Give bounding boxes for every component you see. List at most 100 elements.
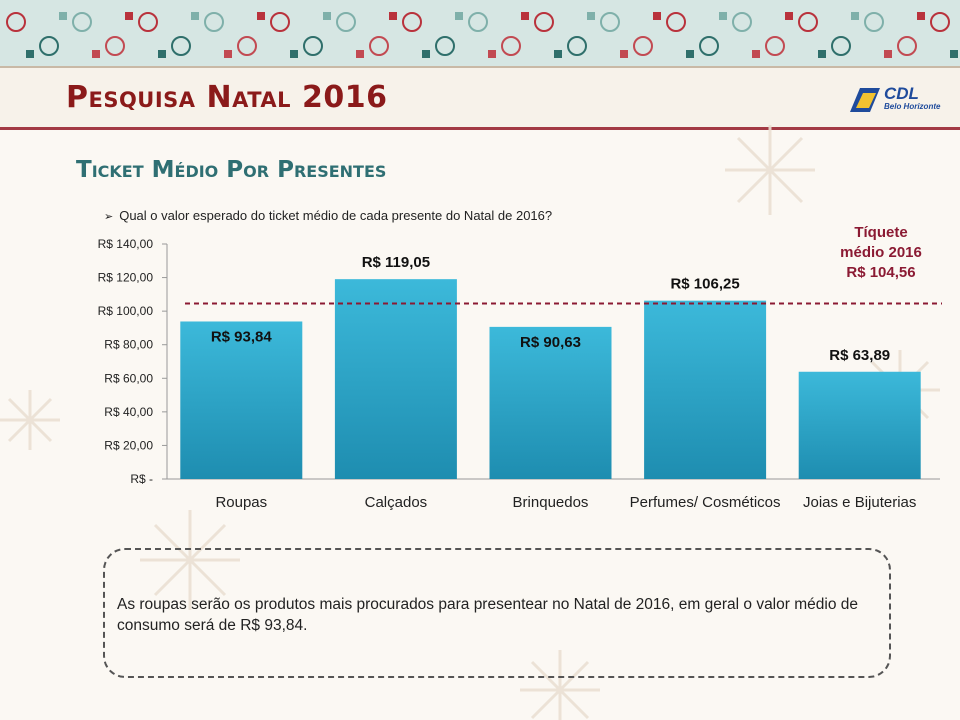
christmas-banner bbox=[0, 0, 960, 68]
y-tick-label: R$ 40,00 bbox=[104, 405, 153, 419]
banner-gift bbox=[356, 50, 364, 58]
banner-gift bbox=[950, 50, 958, 58]
banner-pattern bbox=[0, 0, 960, 66]
banner-gift bbox=[389, 12, 397, 20]
banner-gift bbox=[455, 12, 463, 20]
logo-city: Belo Horizonte bbox=[884, 102, 941, 111]
banner-ornament bbox=[402, 12, 422, 32]
banner-ornament bbox=[600, 12, 620, 32]
bar-chart: R$ - R$ 20,00 R$ 40,00 R$ 60,00 R$ 80,00 R$ 1… bbox=[98, 237, 942, 511]
banner-gift bbox=[422, 50, 430, 58]
reference-label-line3: R$ 104,56 bbox=[846, 264, 916, 281]
slide-title: Pesquisa Natal 2016 bbox=[66, 80, 388, 115]
banner-gift bbox=[92, 50, 100, 58]
banner-gift bbox=[554, 50, 562, 58]
banner-ornament bbox=[369, 36, 389, 56]
banner-ornament bbox=[435, 36, 455, 56]
logo-name: CDL bbox=[884, 84, 919, 103]
banner-gift bbox=[257, 12, 265, 20]
banner-ornament bbox=[567, 36, 587, 56]
banner-ornament bbox=[204, 12, 224, 32]
question-line: ➢ Qual o valor esperado do ticket médio d… bbox=[104, 208, 552, 223]
banner-ornament bbox=[336, 12, 356, 32]
banner-gift bbox=[26, 50, 34, 58]
banner-ornament bbox=[864, 12, 884, 32]
bullet-arrow-icon: ➢ bbox=[104, 211, 114, 223]
x-tick-label: Roupas bbox=[215, 494, 267, 511]
banner-ornament bbox=[534, 12, 554, 32]
banner-ornament bbox=[633, 36, 653, 56]
reference-label: Tíquete médio 2016 R$ 104,56 bbox=[826, 223, 936, 283]
x-tick-label: Perfumes/ Cosméticos bbox=[630, 494, 781, 511]
banner-gift bbox=[785, 12, 793, 20]
banner-gift bbox=[521, 12, 529, 20]
title-strip bbox=[0, 68, 960, 130]
banner-ornament bbox=[72, 12, 92, 32]
y-tick-label: R$ 80,00 bbox=[104, 338, 153, 352]
y-tick-label: R$ - bbox=[130, 472, 153, 486]
banner-ornament bbox=[6, 12, 26, 32]
reference-label-line2: médio 2016 bbox=[840, 244, 922, 261]
banner-ornament bbox=[105, 36, 125, 56]
banner-ornament bbox=[468, 12, 488, 32]
note-box bbox=[103, 548, 891, 678]
bar bbox=[644, 300, 767, 479]
banner-gift bbox=[125, 12, 133, 20]
banner-ornament bbox=[138, 12, 158, 32]
banner-ornament bbox=[831, 36, 851, 56]
banner-gift bbox=[323, 12, 331, 20]
data-label: R$ 106,25 bbox=[670, 276, 739, 293]
y-tick-label: R$ 100,00 bbox=[98, 304, 154, 318]
note-text: As roupas serão os produtos mais procura… bbox=[117, 596, 858, 634]
question-text: Qual o valor esperado do ticket médio de… bbox=[119, 208, 553, 223]
banner-ornament bbox=[897, 36, 917, 56]
y-tick-label: R$ 120,00 bbox=[98, 271, 154, 285]
banner-gift bbox=[851, 12, 859, 20]
reference-label-line1: Tíquete bbox=[854, 224, 908, 241]
data-label: R$ 93,84 bbox=[211, 328, 273, 345]
banner-gift bbox=[620, 50, 628, 58]
banner-ornament bbox=[699, 36, 719, 56]
x-tick-label: Brinquedos bbox=[513, 494, 589, 511]
banner-gift bbox=[587, 12, 595, 20]
banner-gift bbox=[653, 12, 661, 20]
y-tick-label: R$ 60,00 bbox=[104, 371, 153, 385]
y-tick-label: R$ 20,00 bbox=[104, 438, 153, 452]
x-tick-label: Joias e Bijuterias bbox=[803, 494, 916, 511]
banner-ornament bbox=[237, 36, 257, 56]
banner-gift bbox=[290, 50, 298, 58]
cdl-logo: CDL Belo Horizonte bbox=[846, 84, 946, 116]
banner-ornament bbox=[270, 12, 290, 32]
cdl-logo-mark bbox=[850, 88, 880, 112]
bar bbox=[334, 279, 457, 479]
banner-gift bbox=[917, 12, 925, 20]
banner-ornament bbox=[765, 36, 785, 56]
banner-gift bbox=[224, 50, 232, 58]
data-label: R$ 90,63 bbox=[520, 334, 581, 351]
banner-gift bbox=[884, 50, 892, 58]
banner-gift bbox=[191, 12, 199, 20]
y-tick-label: R$ 140,00 bbox=[98, 237, 154, 251]
banner-ornament bbox=[732, 12, 752, 32]
banner-gift bbox=[488, 50, 496, 58]
banner-ornament bbox=[501, 36, 521, 56]
banner-gift bbox=[59, 12, 67, 20]
banner-ornament bbox=[171, 36, 191, 56]
banner-ornament bbox=[666, 12, 686, 32]
x-tick-label: Calçados bbox=[365, 494, 428, 511]
banner-ornament bbox=[39, 36, 59, 56]
banner-gift bbox=[719, 12, 727, 20]
bar bbox=[798, 371, 921, 479]
section-subtitle: Ticket Médio Por Presentes bbox=[76, 157, 387, 183]
bar bbox=[180, 321, 303, 479]
bar bbox=[489, 326, 612, 479]
data-label: R$ 63,89 bbox=[829, 347, 890, 364]
banner-ornament bbox=[930, 12, 950, 32]
banner-gift bbox=[818, 50, 826, 58]
banner-ornament bbox=[798, 12, 818, 32]
banner-gift bbox=[158, 50, 166, 58]
data-label: R$ 119,05 bbox=[362, 254, 430, 271]
banner-gift bbox=[752, 50, 760, 58]
banner-gift bbox=[686, 50, 694, 58]
banner-ornament bbox=[303, 36, 323, 56]
